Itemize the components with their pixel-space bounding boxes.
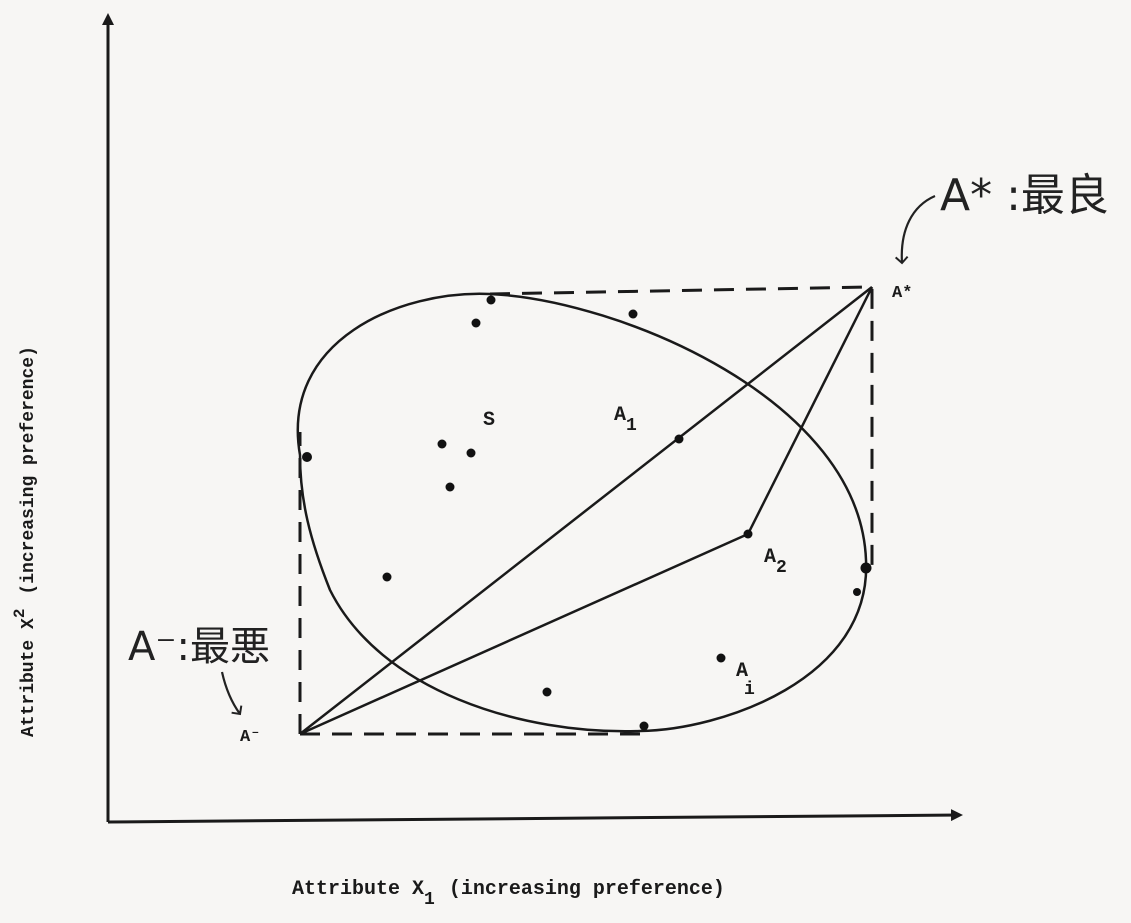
annotation-worst: A⁻:最悪 [128,624,270,670]
y-axis-label: Attribute X2(increasing preference) [11,346,39,737]
point [853,588,861,596]
label-set-s: S [483,409,495,432]
point [628,309,638,319]
label-ideal-point: A* [892,284,912,303]
annotation-best: A* :最良 [940,170,1109,221]
line-antiideal-to-ideal [299,286,873,735]
point [486,295,496,305]
x-axis-label: Attribute X1 (increasing preference) [292,878,725,910]
label-a1: A1 [614,404,637,436]
point-ai [716,653,726,663]
point [466,448,476,458]
point-a2 [743,529,753,539]
point [437,439,447,449]
alternative-points [302,295,872,731]
annotation-worst-arrow [220,671,243,716]
x-axis [107,809,963,824]
dashed-boundary [298,285,874,736]
point-a1 [674,434,684,444]
point [471,318,481,328]
label-antiideal-point: A⁻ [240,728,260,747]
line-a2-to-ideal [746,286,874,535]
point [639,721,649,731]
point [445,482,455,492]
point [302,452,312,462]
point [542,687,552,697]
point [382,572,392,582]
annotation-best-arrow [894,194,936,265]
point [860,562,872,574]
line-antiideal-to-a2 [299,532,749,736]
feasible-region-curve [296,292,868,733]
label-a2: A2 [764,546,787,578]
